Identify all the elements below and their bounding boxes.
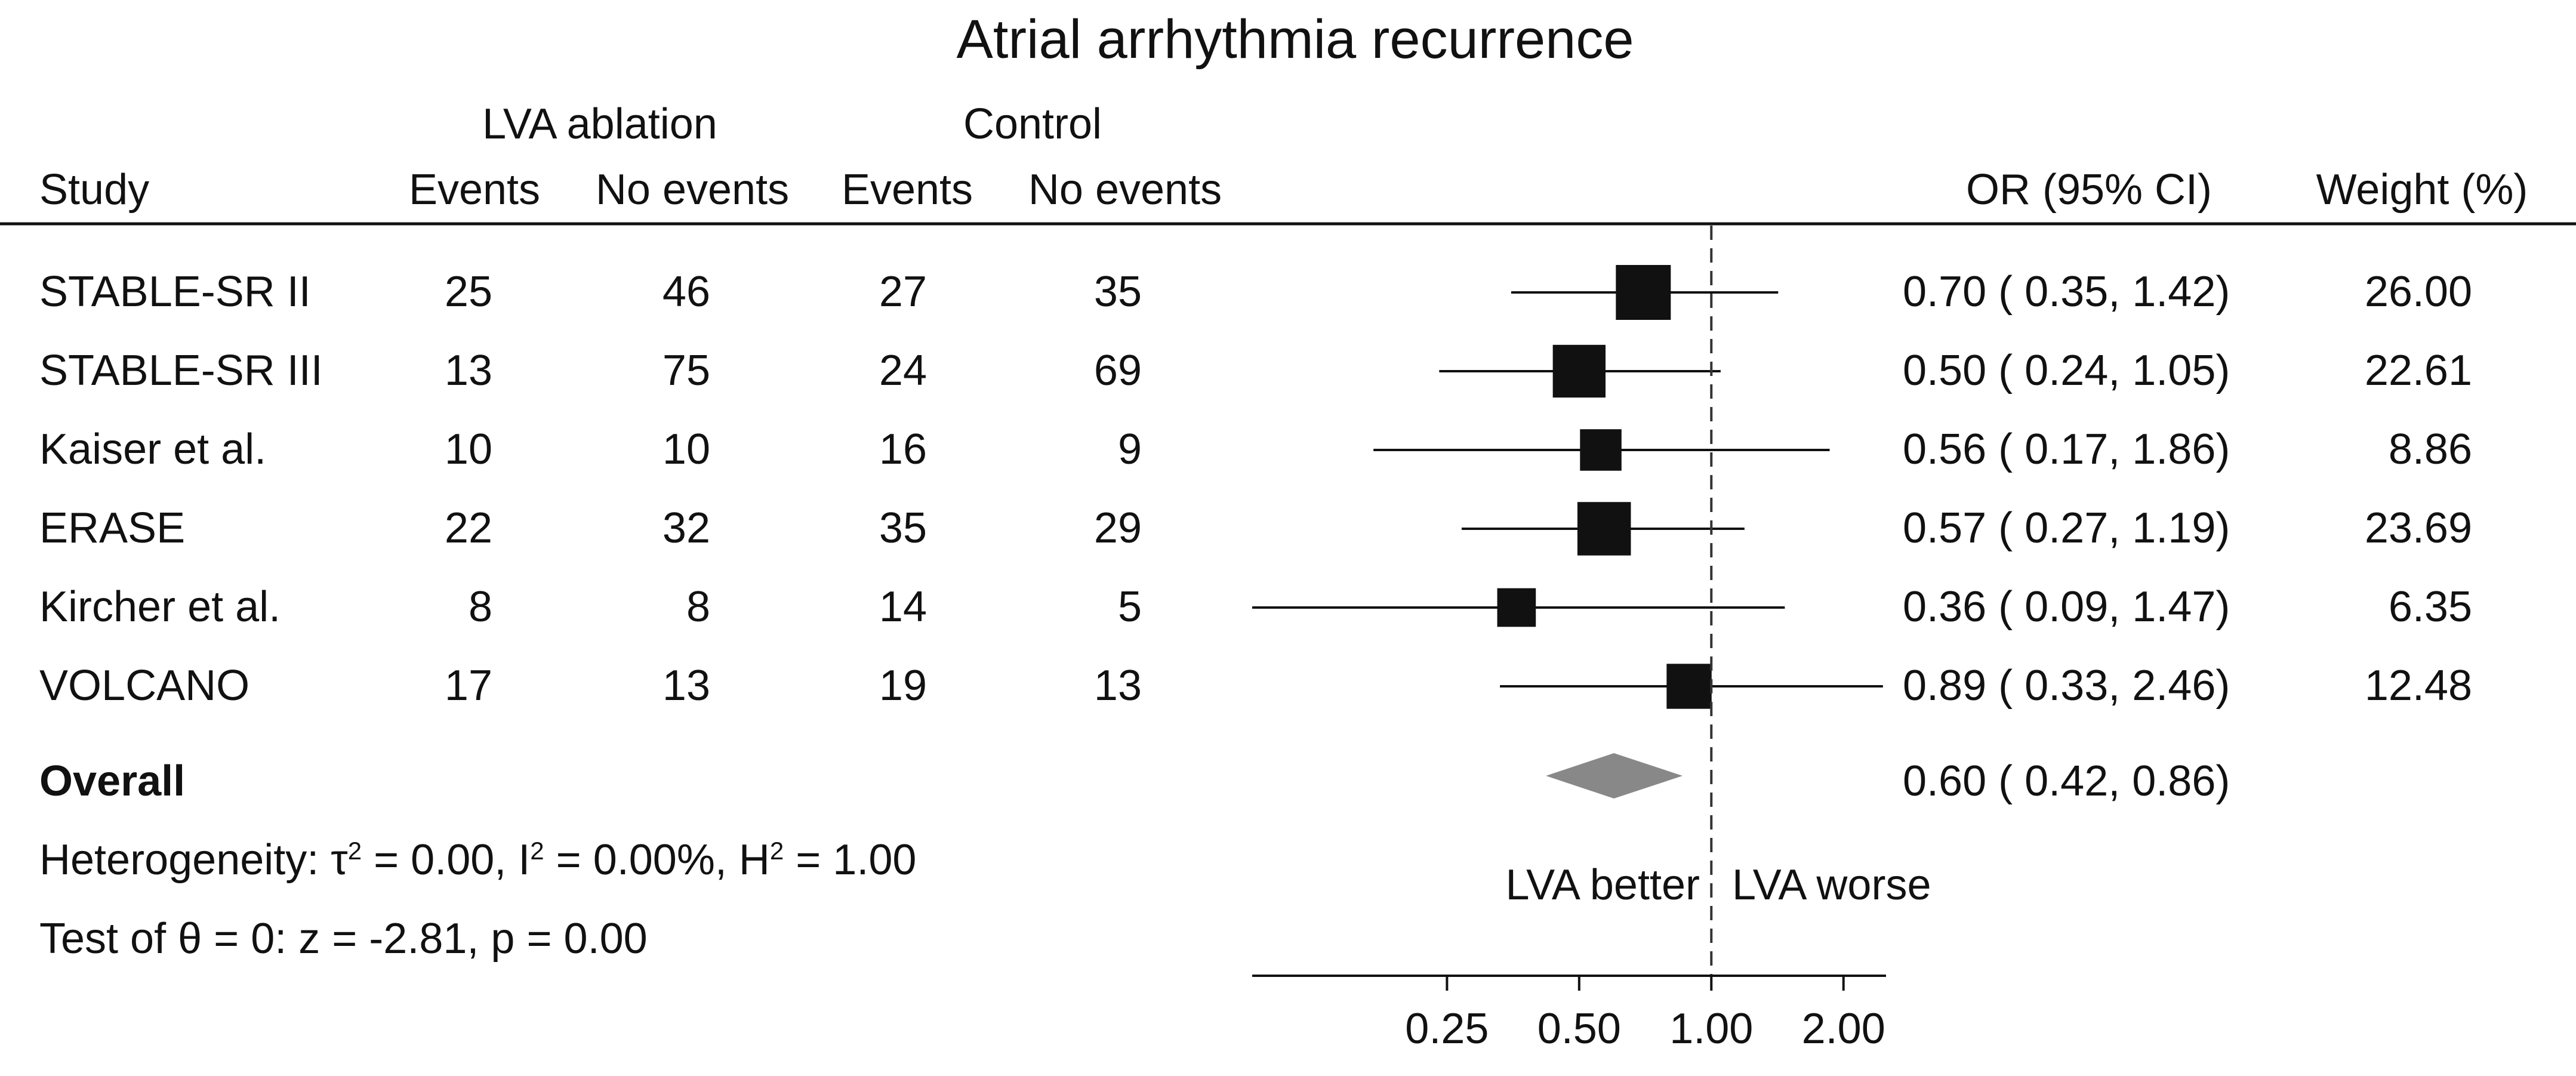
study-square bbox=[1552, 344, 1606, 398]
heterogeneity-tau: = 0.00, I bbox=[362, 836, 531, 884]
control-events: 24 bbox=[879, 347, 927, 394]
x-tick-label: 2.00 bbox=[1801, 1005, 1885, 1053]
overall-or-ci-text: 0.60 ( 0.42, 0.86) bbox=[1903, 757, 2230, 805]
lva-events: 22 bbox=[444, 504, 492, 552]
col-header-study: Study bbox=[39, 166, 150, 214]
weight-text: 23.69 bbox=[2364, 504, 2472, 552]
lva-no-events: 46 bbox=[662, 268, 710, 316]
study-name: STABLE-SR III bbox=[39, 347, 323, 394]
heterogeneity-text: Heterogeneity: τ2 = 0.00, I2 = 0.00%, H2… bbox=[39, 836, 917, 884]
study-square bbox=[1666, 664, 1712, 709]
control-no-events: 13 bbox=[1093, 662, 1142, 710]
col-header-weight: Weight (%) bbox=[2316, 166, 2528, 214]
x-tick-label: 0.25 bbox=[1405, 1005, 1489, 1053]
control-no-events: 29 bbox=[1093, 504, 1142, 552]
study-name: ERASE bbox=[39, 504, 186, 552]
lva-no-events: 13 bbox=[662, 662, 710, 710]
lva-events: 25 bbox=[444, 268, 492, 316]
lva-events: 17 bbox=[444, 662, 492, 710]
study-square bbox=[1616, 265, 1671, 320]
x-tick-label: 0.50 bbox=[1537, 1005, 1621, 1053]
x-tick-label: 1.00 bbox=[1669, 1005, 1754, 1053]
weight-text: 6.35 bbox=[2388, 583, 2472, 631]
control-no-events: 9 bbox=[1117, 426, 1142, 473]
weight-text: 26.00 bbox=[2364, 268, 2472, 316]
control-events: 14 bbox=[879, 583, 927, 631]
control-events: 27 bbox=[879, 268, 927, 316]
or-ci-text: 0.36 ( 0.09, 1.47) bbox=[1903, 583, 2230, 631]
col-header-control-events: Events bbox=[841, 166, 973, 214]
lva-no-events: 8 bbox=[686, 583, 710, 631]
tau-superscript: 2 bbox=[347, 837, 362, 865]
group-header-control: Control bbox=[963, 100, 1102, 148]
control-no-events: 35 bbox=[1093, 268, 1142, 316]
col-header-lva-no-events: No events bbox=[595, 166, 790, 214]
chart-title: Atrial arrhythmia recurrence bbox=[956, 9, 1634, 70]
or-ci-text: 0.89 ( 0.33, 2.46) bbox=[1903, 662, 2230, 710]
h-superscript: 2 bbox=[769, 837, 784, 865]
overall-diamond bbox=[1546, 753, 1683, 798]
control-no-events: 5 bbox=[1117, 583, 1142, 631]
study-name: VOLCANO bbox=[39, 662, 250, 710]
weight-text: 8.86 bbox=[2388, 426, 2472, 473]
study-square bbox=[1497, 588, 1536, 627]
weight-text: 12.48 bbox=[2364, 662, 2472, 710]
control-events: 16 bbox=[879, 426, 927, 473]
study-square bbox=[1580, 429, 1622, 471]
lva-no-events: 10 bbox=[662, 426, 710, 473]
control-events: 19 bbox=[879, 662, 927, 710]
lva-events: 10 bbox=[444, 426, 492, 473]
col-header-or-ci: OR (95% CI) bbox=[1965, 166, 2213, 214]
heterogeneity-i: = 0.00%, H bbox=[544, 836, 770, 884]
control-no-events: 69 bbox=[1093, 347, 1142, 394]
overall-label: Overall bbox=[39, 757, 186, 805]
study-square bbox=[1577, 502, 1631, 556]
study-name: Kaiser et al. bbox=[39, 426, 267, 473]
weight-text: 22.61 bbox=[2364, 347, 2472, 394]
or-ci-text: 0.57 ( 0.27, 1.19) bbox=[1903, 504, 2230, 552]
or-ci-text: 0.56 ( 0.17, 1.86) bbox=[1903, 426, 2230, 473]
lva-events: 13 bbox=[444, 347, 492, 394]
heterogeneity-h: = 1.00 bbox=[784, 836, 917, 884]
i-superscript: 2 bbox=[530, 837, 544, 865]
test-text: Test of θ = 0: z = -2.81, p = 0.00 bbox=[39, 915, 648, 963]
favours-right-label: LVA worse bbox=[1732, 861, 1931, 909]
col-header-lva-events: Events bbox=[408, 166, 541, 214]
lva-no-events: 75 bbox=[662, 347, 710, 394]
control-events: 35 bbox=[879, 504, 927, 552]
or-ci-text: 0.50 ( 0.24, 1.05) bbox=[1903, 347, 2230, 394]
group-header-lva: LVA ablation bbox=[482, 100, 717, 148]
study-name: Kircher et al. bbox=[39, 583, 281, 631]
lva-events: 8 bbox=[468, 583, 492, 631]
favours-left-label: LVA better bbox=[1505, 861, 1700, 909]
study-name: STABLE-SR II bbox=[39, 268, 311, 316]
lva-no-events: 32 bbox=[662, 504, 710, 552]
or-ci-text: 0.70 ( 0.35, 1.42) bbox=[1903, 268, 2230, 316]
col-header-control-no-events: No events bbox=[1028, 166, 1222, 214]
heterogeneity-prefix: Heterogeneity: τ bbox=[39, 836, 348, 884]
